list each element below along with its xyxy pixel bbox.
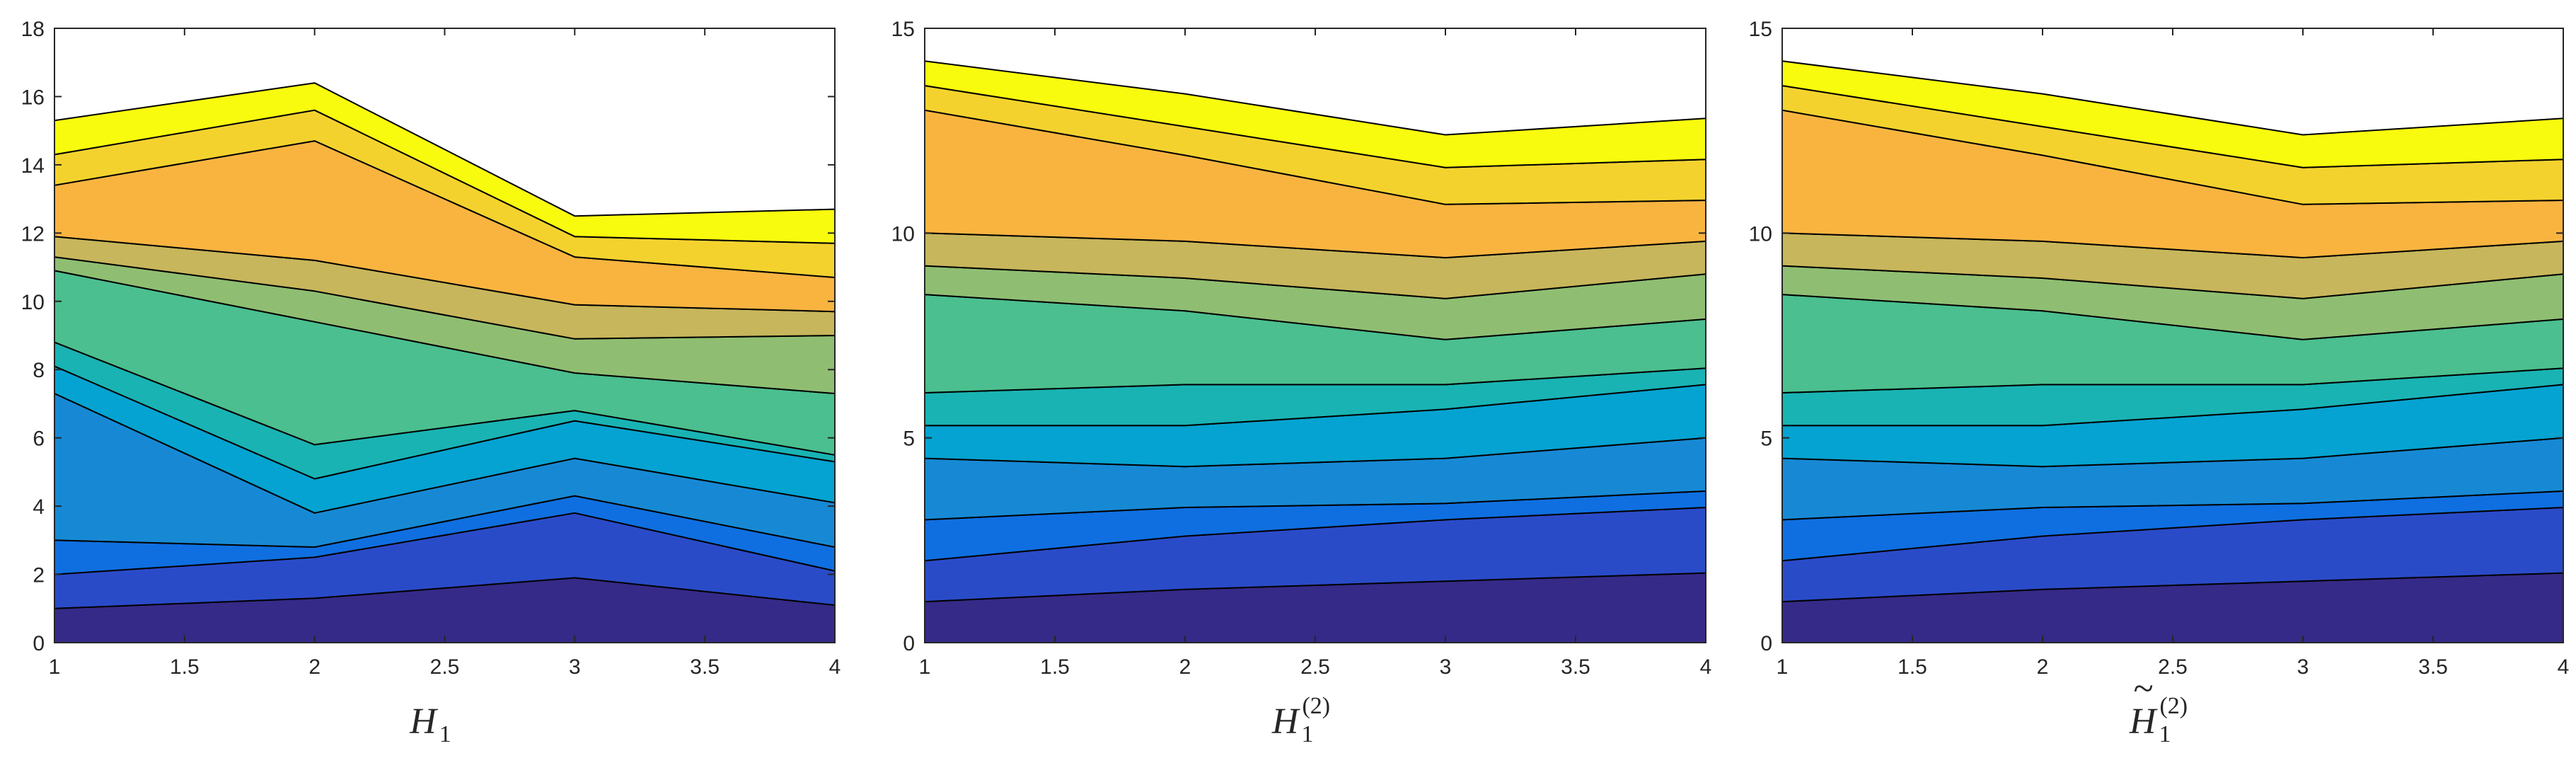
panel-3: 1 1.5 2 2.5 3 3.5 4 0 5 10 15 H 1(2)~: [1749, 18, 2570, 747]
x-axis-label: H 1(2): [1271, 693, 1330, 747]
x-tick-label: 3: [1440, 655, 1452, 679]
x-tick-label: 4: [2558, 655, 2570, 679]
x-tick-label: 2.5: [2158, 655, 2188, 679]
y-tick-label: 15: [1749, 18, 1772, 41]
x-tick-label: 3: [569, 655, 581, 679]
x-axis-label: H 1(2): [2129, 693, 2188, 747]
x-tick-label: 1.5: [1898, 655, 1927, 679]
x-axis-label-accent: ~: [2133, 669, 2153, 709]
y-tick-label: 16: [21, 86, 45, 109]
y-tick-label: 0: [1760, 632, 1772, 655]
x-tick-label: 3.5: [690, 655, 720, 679]
y-tick-label: 10: [1749, 222, 1772, 246]
y-tick-label: 12: [21, 222, 45, 246]
x-tick-label: 1: [919, 655, 931, 679]
x-tick-label: 2.5: [1300, 655, 1330, 679]
y-tick-label: 5: [903, 427, 915, 451]
x-tick-label: 1.5: [170, 655, 200, 679]
x-tick-label: 2.5: [430, 655, 460, 679]
panel-2: 1 1.5 2 2.5 3 3.5 4 0 5 10 15 H 1(2): [891, 18, 1712, 747]
x-tick-label: 1: [49, 655, 61, 679]
x-tick-label: 2: [2037, 655, 2049, 679]
y-tick-label: 14: [21, 154, 45, 178]
y-tick-label: 4: [33, 495, 45, 519]
y-tick-label: 15: [891, 18, 915, 41]
x-tick-label: 3: [2297, 655, 2309, 679]
x-tick-label: 2: [1179, 655, 1191, 679]
y-tick-label: 8: [33, 359, 45, 382]
y-tick-label: 18: [21, 18, 45, 41]
x-tick-label: 2: [308, 655, 320, 679]
panel-1: 1 1.5 2 2.5 3 3.5 4 0 2 4 6 8 10 12 14 16 18 H 1: [21, 18, 841, 747]
x-tick-label: 4: [1700, 655, 1712, 679]
x-tick-label: 4: [829, 655, 841, 679]
y-tick-label: 0: [33, 632, 45, 655]
y-tick-label: 2: [33, 564, 45, 587]
y-tick-label: 10: [21, 291, 45, 314]
y-tick-label: 10: [891, 222, 915, 246]
x-tick-label: 1: [1777, 655, 1789, 679]
x-tick-label: 3.5: [1561, 655, 1590, 679]
y-tick-label: 6: [33, 427, 45, 451]
y-tick-label: 0: [903, 632, 915, 655]
y-tick-label: 5: [1760, 427, 1772, 451]
x-tick-label: 3.5: [2418, 655, 2448, 679]
x-tick-label: 1.5: [1040, 655, 1070, 679]
